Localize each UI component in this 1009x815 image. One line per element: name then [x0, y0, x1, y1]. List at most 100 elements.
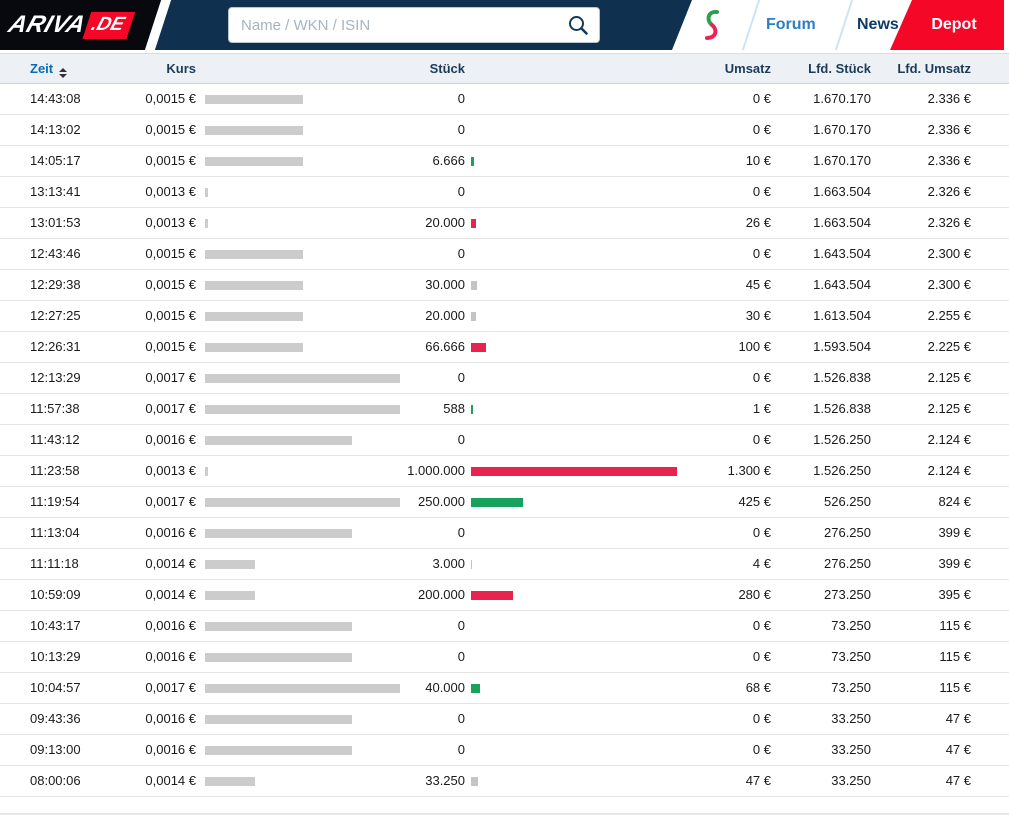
column-header-lfd-umsatz[interactable]: Lfd. Umsatz [897, 61, 971, 76]
table-row[interactable]: 09:13:00 0,0016 € 0 0 € 33.250 47 € [0, 735, 1009, 766]
cell-cum-turnover: 47 € [945, 773, 971, 788]
table-row[interactable]: 12:29:38 0,0015 € 30.000 45 € 1.643.504 … [0, 270, 1009, 301]
price-bar [205, 157, 303, 166]
price-bar [205, 591, 255, 600]
table-row[interactable]: 12:13:29 0,0017 € 0 0 € 1.526.838 2.125 … [0, 363, 1009, 394]
search-input[interactable] [229, 16, 567, 34]
cell-turnover: 4 € [752, 556, 771, 571]
table-row[interactable]: 10:59:09 0,0014 € 200.000 280 € 273.250 … [0, 580, 1009, 611]
cell-cum-turnover: 2.225 € [927, 339, 971, 354]
nav-news[interactable]: News [857, 16, 899, 33]
table-row[interactable]: 11:43:12 0,0016 € 0 0 € 1.526.250 2.124 … [0, 425, 1009, 456]
cell-cum-turnover: 47 € [945, 742, 971, 757]
table-row[interactable]: 12:43:46 0,0015 € 0 0 € 1.643.504 2.300 … [0, 239, 1009, 270]
cell-volume: 0 [457, 432, 465, 447]
column-header-zeit[interactable]: Zeit [30, 54, 68, 84]
table-row[interactable]: 10:43:17 0,0016 € 0 0 € 73.250 115 € [0, 611, 1009, 642]
cell-time: 11:11:18 [30, 556, 79, 571]
cell-price: 0,0013 € [145, 184, 196, 199]
table-row[interactable]: 11:13:04 0,0016 € 0 0 € 276.250 399 € [0, 518, 1009, 549]
table-row[interactable]: 14:13:02 0,0015 € 0 0 € 1.670.170 2.336 … [0, 115, 1009, 146]
price-bar [205, 467, 208, 476]
cell-time: 12:13:29 [30, 370, 81, 385]
price-bar [205, 250, 303, 259]
search-icon[interactable] [567, 14, 589, 36]
nav-depot[interactable]: Depot [890, 0, 1004, 50]
cell-cum-turnover: 2.255 € [927, 308, 971, 323]
cell-time: 10:43:17 [30, 618, 81, 633]
cell-price: 0,0013 € [145, 463, 196, 478]
cell-volume: 66.666 [425, 339, 465, 354]
cell-volume: 33.250 [425, 773, 465, 788]
logo-suffix: .DE [82, 11, 135, 39]
cell-cum-turnover: 2.336 € [927, 153, 971, 168]
cell-time: 14:43:08 [30, 91, 81, 106]
cell-cum-volume: 273.250 [824, 587, 871, 602]
column-header-kurs[interactable]: Kurs [166, 61, 196, 76]
price-bar [205, 374, 400, 383]
cell-cum-volume: 276.250 [824, 525, 871, 540]
cell-cum-turnover: 115 € [939, 649, 971, 664]
cell-turnover: 30 € [745, 308, 771, 323]
volume-bar [471, 591, 513, 600]
volume-bar [471, 405, 473, 414]
table-row[interactable]: 10:04:57 0,0017 € 40.000 68 € 73.250 115… [0, 673, 1009, 704]
table-row[interactable]: 14:43:08 0,0015 € 0 0 € 1.670.170 2.336 … [0, 84, 1009, 115]
cell-turnover: 0 € [752, 711, 771, 726]
column-header-lfd-stueck[interactable]: Lfd. Stück [808, 61, 871, 76]
cell-cum-turnover: 2.125 € [927, 370, 971, 385]
volume-bar [471, 312, 476, 321]
cell-cum-volume: 1.613.504 [813, 308, 871, 323]
table-row[interactable]: 11:11:18 0,0014 € 3.000 4 € 276.250 399 … [0, 549, 1009, 580]
cell-turnover: 425 € [738, 494, 771, 509]
cell-cum-turnover: 2.326 € [927, 215, 971, 230]
table-row[interactable]: 14:05:17 0,0015 € 6.666 10 € 1.670.170 2… [0, 146, 1009, 177]
cell-turnover: 1 € [752, 401, 771, 416]
cell-cum-turnover: 2.336 € [927, 122, 971, 137]
table-row[interactable]: 11:19:54 0,0017 € 250.000 425 € 526.250 … [0, 487, 1009, 518]
cell-price: 0,0017 € [145, 401, 196, 416]
price-bar [205, 188, 208, 197]
table-row[interactable]: 11:57:38 0,0017 € 588 1 € 1.526.838 2.12… [0, 394, 1009, 425]
cell-time: 14:05:17 [30, 153, 81, 168]
table-row[interactable]: 08:00:06 0,0014 € 33.250 47 € 33.250 47 … [0, 766, 1009, 797]
cell-price: 0,0014 € [145, 587, 196, 602]
column-header-umsatz[interactable]: Umsatz [724, 61, 771, 76]
nav-forum[interactable]: Forum [766, 16, 816, 33]
ariva-symbol-icon[interactable] [703, 9, 721, 46]
cell-turnover: 0 € [752, 370, 771, 385]
table-row[interactable]: 11:23:58 0,0013 € 1.000.000 1.300 € 1.52… [0, 456, 1009, 487]
volume-bar [471, 467, 677, 476]
cell-volume: 0 [457, 711, 465, 726]
cell-time: 09:43:36 [30, 711, 81, 726]
table-row[interactable]: 12:26:31 0,0015 € 66.666 100 € 1.593.504… [0, 332, 1009, 363]
cell-cum-volume: 1.663.504 [813, 215, 871, 230]
cell-cum-volume: 1.526.838 [813, 401, 871, 416]
price-bar [205, 684, 400, 693]
ariva-logo[interactable]: ARIVA .DE [0, 0, 169, 50]
table-body: 14:43:08 0,0015 € 0 0 € 1.670.170 2.336 … [0, 84, 1009, 797]
column-header-stueck[interactable]: Stück [429, 61, 465, 76]
cell-time: 08:00:06 [30, 773, 81, 788]
table-row[interactable]: 12:27:25 0,0015 € 20.000 30 € 1.613.504 … [0, 301, 1009, 332]
cell-volume: 0 [457, 525, 465, 540]
cell-price: 0,0016 € [145, 649, 196, 664]
sort-icon[interactable] [59, 68, 68, 78]
price-bar [205, 281, 303, 290]
cell-cum-turnover: 115 € [939, 680, 971, 695]
table-row[interactable]: 09:43:36 0,0016 € 0 0 € 33.250 47 € [0, 704, 1009, 735]
table-row[interactable]: 10:13:29 0,0016 € 0 0 € 73.250 115 € [0, 642, 1009, 673]
cell-price: 0,0013 € [145, 215, 196, 230]
cell-cum-turnover: 395 € [938, 587, 971, 602]
cell-cum-volume: 33.250 [831, 742, 871, 757]
cell-cum-volume: 1.663.504 [813, 184, 871, 199]
cell-time: 11:19:54 [30, 494, 80, 509]
cell-turnover: 280 € [738, 587, 771, 602]
cell-cum-turnover: 2.326 € [927, 184, 971, 199]
table-row[interactable]: 13:13:41 0,0013 € 0 0 € 1.663.504 2.326 … [0, 177, 1009, 208]
cell-price: 0,0015 € [145, 339, 196, 354]
cell-price: 0,0015 € [145, 308, 196, 323]
cell-volume: 250.000 [418, 494, 465, 509]
cell-turnover: 45 € [745, 277, 771, 292]
table-row[interactable]: 13:01:53 0,0013 € 20.000 26 € 1.663.504 … [0, 208, 1009, 239]
